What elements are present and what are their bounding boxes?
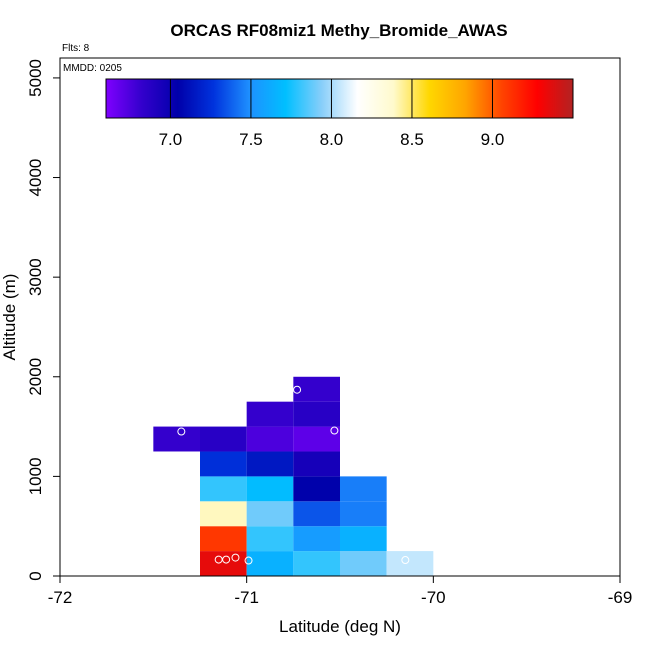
colorbar-tick-label: 7.5 bbox=[239, 130, 263, 149]
colorbar-tick-label: 7.0 bbox=[159, 130, 183, 149]
y-axis: 0 1000 2000 3000 4000 5000 bbox=[26, 59, 60, 581]
chart-title: ORCAS RF08miz1 Methy_Bromide_AWAS bbox=[170, 21, 507, 40]
heatmap-cell bbox=[340, 526, 387, 552]
sample-point bbox=[293, 385, 302, 394]
colorbar-tick-label: 8.5 bbox=[400, 130, 424, 149]
heatmap-cell bbox=[200, 501, 247, 527]
heatmap-cell bbox=[293, 376, 340, 402]
heatmap-cells bbox=[153, 376, 434, 576]
heatmap-cell bbox=[340, 501, 387, 527]
y-tick-label: 4000 bbox=[26, 159, 45, 197]
heatmap-cell bbox=[246, 501, 294, 527]
sample-point bbox=[177, 427, 186, 436]
x-tick-label: -70 bbox=[421, 588, 446, 607]
plot-frame bbox=[59, 57, 621, 577]
heatmap-cell bbox=[293, 551, 340, 576]
heatmap-cell bbox=[200, 426, 247, 452]
heatmap-cell bbox=[386, 551, 434, 576]
y-axis-title: Altitude (m) bbox=[0, 274, 19, 361]
sample-point bbox=[330, 426, 339, 435]
heatmap-cell bbox=[293, 501, 340, 527]
heatmap-cell bbox=[340, 551, 387, 576]
heatmap-cell bbox=[200, 551, 247, 576]
sample-point bbox=[222, 555, 231, 564]
heatmap-cell bbox=[293, 451, 340, 477]
x-tick-label: -72 bbox=[48, 588, 73, 607]
y-tick-label: 1000 bbox=[26, 457, 45, 495]
mmdd-annotation: MMDD: 0205 bbox=[63, 63, 122, 74]
heatmap-cell bbox=[293, 401, 340, 427]
heatmap-cell bbox=[246, 526, 294, 552]
heatmap-cell bbox=[246, 426, 294, 452]
x-tick-label: -71 bbox=[234, 588, 259, 607]
y-tick-label: 5000 bbox=[26, 59, 45, 97]
heatmap-cell bbox=[200, 526, 247, 552]
y-tick-label: 3000 bbox=[26, 258, 45, 296]
heatmap-cell bbox=[293, 526, 340, 552]
y-tick-label: 2000 bbox=[26, 358, 45, 396]
x-axis: -72 -71 -70 -69 bbox=[48, 576, 633, 607]
sample-point bbox=[231, 553, 240, 562]
heatmap-cell bbox=[153, 426, 200, 452]
colorbar: 7.0 7.5 8.0 8.5 9.0 bbox=[105, 78, 574, 149]
colorbar-gradient bbox=[105, 78, 574, 119]
heatmap-cell bbox=[200, 451, 247, 477]
heatmap-cell bbox=[200, 476, 247, 502]
y-tick-label: 0 bbox=[26, 571, 45, 580]
colorbar-tick-label: 8.0 bbox=[320, 130, 344, 149]
colorbar-tick-label: 9.0 bbox=[481, 130, 505, 149]
sample-point bbox=[401, 556, 410, 565]
x-axis-title: Latitude (deg N) bbox=[279, 617, 401, 636]
heatmap-cell bbox=[293, 426, 340, 452]
flights-label: Flts: 8 bbox=[62, 43, 90, 54]
heatmap-cell bbox=[246, 476, 294, 502]
heatmap-cell bbox=[340, 476, 387, 502]
sample-point bbox=[244, 556, 253, 565]
heatmap-cell bbox=[246, 551, 294, 576]
heatmap-cell bbox=[293, 476, 340, 502]
sample-points bbox=[177, 385, 410, 565]
heatmap-cell bbox=[246, 401, 294, 427]
x-tick-label: -69 bbox=[608, 588, 633, 607]
heatmap-cell bbox=[246, 451, 294, 477]
